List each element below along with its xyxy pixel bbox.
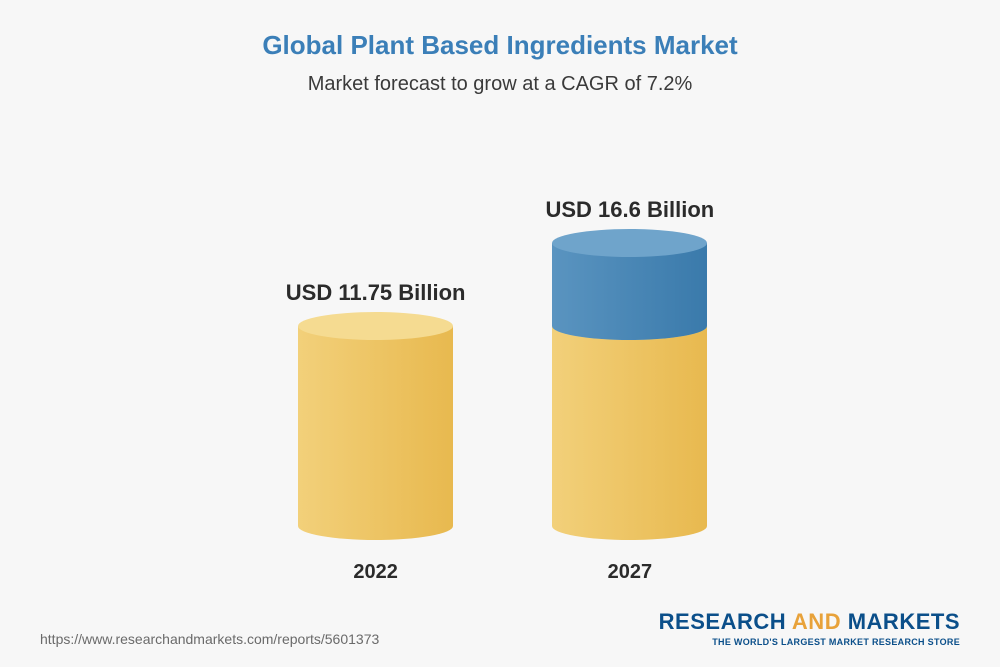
bar-category-label: 2027	[608, 561, 653, 584]
chart-subtitle: Market forecast to grow at a CAGR of 7.2…	[40, 73, 960, 96]
cylinder-segment	[552, 326, 707, 526]
bar-group: USD 16.6 Billion 2027	[546, 197, 715, 584]
cylinder-segment	[552, 243, 707, 326]
chart-title: Global Plant Based Ingredients Market	[40, 30, 960, 61]
logo-block: RESEARCH AND MARKETS THE WORLD'S LARGEST…	[659, 609, 960, 647]
bar-value-label: USD 16.6 Billion	[546, 197, 715, 223]
logo-word-markets: MARKETS	[848, 609, 960, 634]
logo-word-research: RESEARCH	[659, 609, 786, 634]
bar-value-label: USD 11.75 Billion	[286, 280, 466, 306]
cylinder-bar	[298, 326, 453, 526]
cylinder-segment	[298, 326, 453, 526]
logo-text: RESEARCH AND MARKETS	[659, 609, 960, 635]
bar-group: USD 11.75 Billion 2022	[286, 280, 466, 584]
bar-category-label: 2022	[353, 561, 398, 584]
source-url: https://www.researchandmarkets.com/repor…	[40, 631, 379, 647]
infographic-container: Global Plant Based Ingredients Market Ma…	[0, 0, 1000, 667]
logo-word-and: AND	[792, 609, 841, 634]
chart-area: USD 11.75 Billion 2022 USD 16.6 Billion 202…	[40, 126, 960, 594]
footer: https://www.researchandmarkets.com/repor…	[40, 594, 960, 647]
logo-tagline: THE WORLD'S LARGEST MARKET RESEARCH STOR…	[659, 637, 960, 647]
cylinder-bar	[552, 243, 707, 526]
